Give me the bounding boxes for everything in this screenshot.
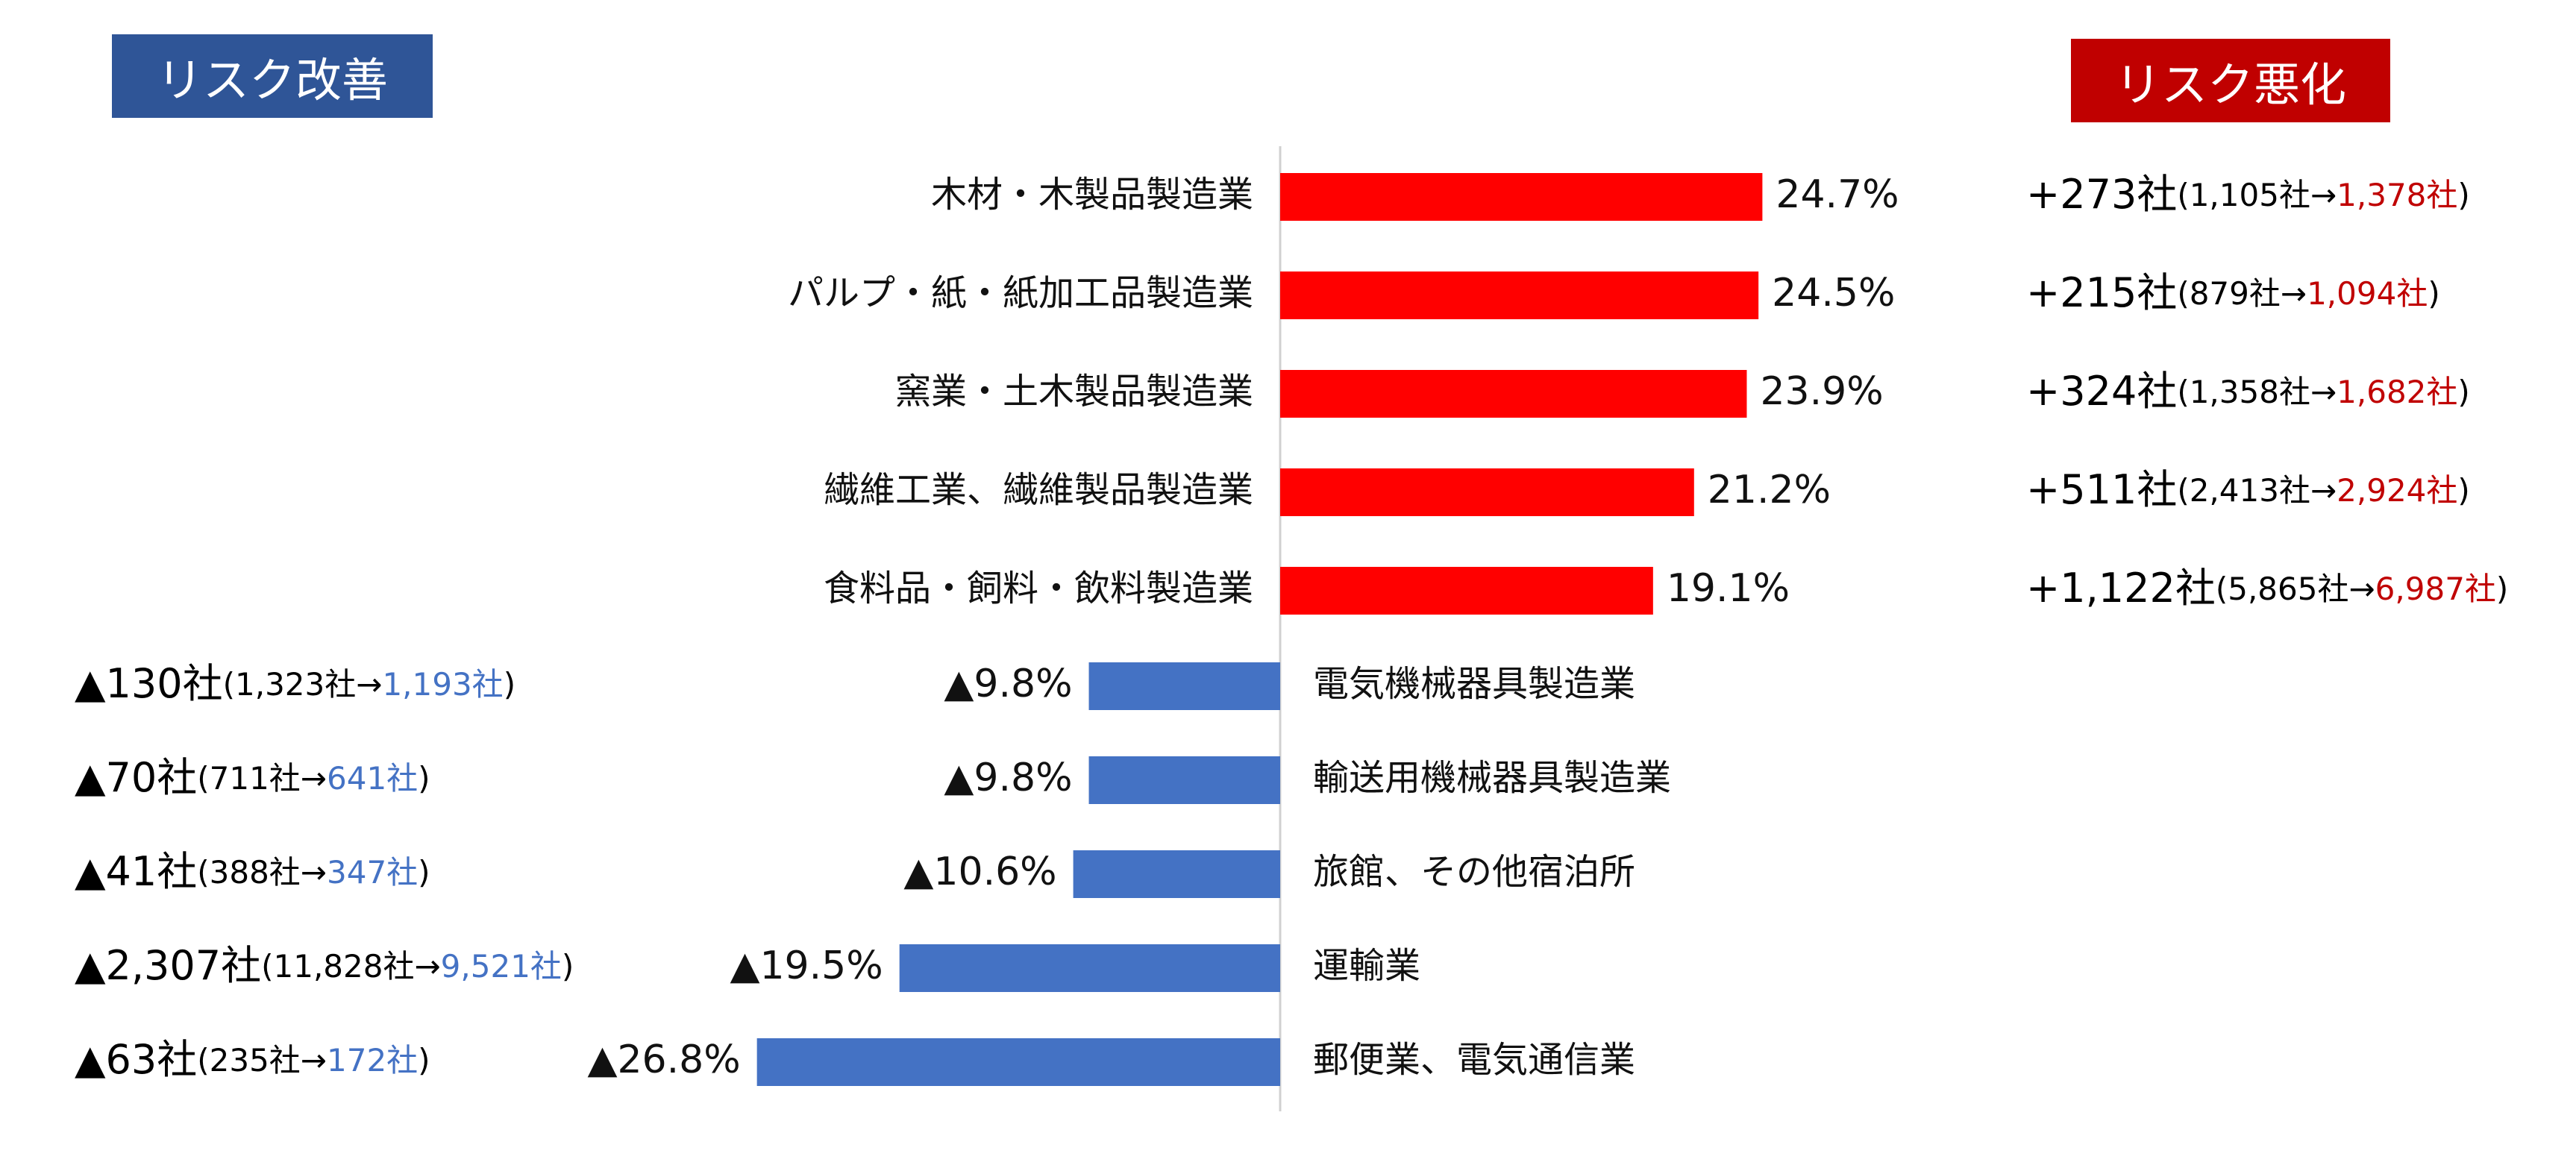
annotation-to: 1,378社 [2337,177,2457,213]
value-label: ▲9.8% [944,662,1072,706]
annotation-to: 9,521社 [441,948,562,985]
category-label: 旅館、その他宿泊所 [1313,851,1635,893]
bar-improvement [1088,662,1280,710]
annotation-close: ) [2457,177,2469,213]
annotation-to: 172社 [327,1042,418,1079]
annotation-open: (1,358社→ [2177,374,2337,410]
annotation-change: ▲2,307社 [75,942,261,989]
annotation-to: 347社 [327,854,418,891]
annotation-change: ▲70社 [75,754,197,801]
risk-worsening-badge: リスク悪化 [2071,39,2390,122]
value-label: 24.5% [1772,271,1895,316]
value-label: ▲26.8% [587,1038,740,1082]
value-label: 21.2% [1708,468,1831,512]
category-label: 運輸業 [1313,945,1420,987]
annotation-to: 1,193社 [382,666,503,703]
value-label: ▲10.6% [903,850,1056,894]
bar-worsening [1280,468,1694,516]
change-annotation: ▲70社(711社→641社) [75,754,430,801]
category-label: 繊維工業、繊維製品製造業 [824,469,1253,511]
annotation-open: (879社→ [2177,275,2307,312]
annotation-change: +324社 [2026,368,2177,415]
value-label: ▲9.8% [944,756,1072,800]
change-annotation: ▲63社(235社→172社) [75,1036,430,1083]
annotation-open: (5,865社→ [2216,571,2375,607]
category-label: 木材・木製品製造業 [931,174,1253,216]
change-annotation: ▲130社(1,323社→1,193社) [75,660,515,707]
change-annotation: ▲41社(388社→347社) [75,848,430,895]
annotation-to: 1,094社 [2307,275,2428,312]
annotation-open: (1,323社→ [223,666,383,703]
bar-worsening [1280,370,1747,418]
bar-worsening [1280,567,1653,615]
annotation-to: 2,924社 [2337,472,2457,509]
annotation-to: 1,682社 [2337,374,2457,410]
annotation-close: ) [2428,275,2439,312]
annotation-close: ) [418,760,430,797]
annotation-open: (1,105社→ [2177,177,2337,213]
annotation-change: ▲130社 [75,660,223,707]
value-label: ▲19.5% [730,944,883,988]
category-label: 郵便業、電気通信業 [1313,1039,1635,1081]
category-label: 窯業・土木製品製造業 [895,371,1253,412]
bar-improvement [756,1038,1280,1086]
value-label: 19.1% [1667,566,1790,611]
category-label: 電気機械器具製造業 [1313,663,1635,705]
annotation-close: ) [562,948,574,985]
bar-improvement [1073,850,1280,898]
bar-improvement [899,944,1280,992]
annotation-open: (11,828社→ [261,948,441,985]
change-annotation: +215社(879社→1,094社) [2026,269,2440,316]
annotation-close: ) [504,666,515,703]
bar-improvement [1088,756,1280,804]
category-label: 輸送用機械器具製造業 [1313,757,1671,799]
annotation-change: +215社 [2026,269,2177,316]
annotation-change: +273社 [2026,171,2177,218]
bar-worsening [1280,173,1763,221]
risk-improvement-badge: リスク改善 [112,34,433,118]
annotation-close: ) [418,854,430,891]
annotation-to: 641社 [327,760,418,797]
annotation-open: (388社→ [197,854,327,891]
category-label: パルプ・紙・紙加工品製造業 [788,272,1253,314]
category-label: 食料品・飼料・飲料製造業 [824,568,1253,609]
change-annotation: ▲2,307社(11,828社→9,521社) [75,942,574,989]
annotation-change: +511社 [2026,466,2177,513]
bar-worsening [1280,271,1759,319]
annotation-close: ) [2496,571,2508,607]
annotation-change: ▲63社 [75,1036,197,1083]
annotation-change: +1,122社 [2026,565,2216,612]
value-label: 24.7% [1776,172,1899,217]
change-annotation: +511社(2,413社→2,924社) [2026,466,2470,513]
annotation-change: ▲41社 [75,848,197,895]
value-label: 23.9% [1760,369,1883,414]
change-annotation: +273社(1,105社→1,378社) [2026,171,2470,218]
annotation-close: ) [2457,374,2469,410]
annotation-close: ) [418,1042,430,1079]
change-annotation: +1,122社(5,865社→6,987社) [2026,565,2508,612]
annotation-open: (235社→ [197,1042,327,1079]
change-annotation: +324社(1,358社→1,682社) [2026,368,2470,415]
annotation-open: (711社→ [197,760,327,797]
annotation-open: (2,413社→ [2177,472,2337,509]
annotation-close: ) [2457,472,2469,509]
annotation-to: 6,987社 [2375,571,2496,607]
